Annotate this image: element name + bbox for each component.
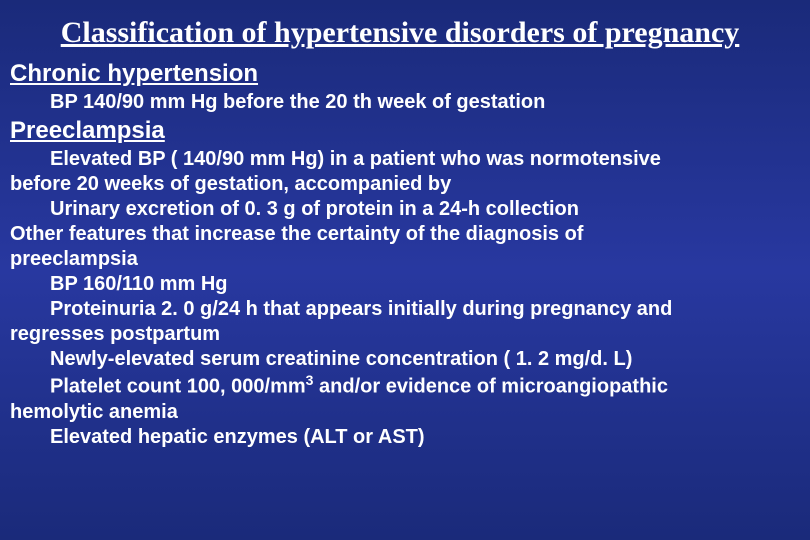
section-heading-chronic: Chronic hypertension xyxy=(10,60,790,88)
chronic-line1: BP 140/90 mm Hg before the 20 th week of… xyxy=(10,90,790,115)
pre-l10a: Platelet count 100, 000/mm xyxy=(50,376,306,398)
pre-l9: Newly-elevated serum creatinine concentr… xyxy=(10,347,790,372)
pre-l12: Elevated hepatic enzymes (ALT or AST) xyxy=(10,425,790,450)
pre-l8: regresses postpartum xyxy=(10,322,790,347)
slide-title: Classification of hypertensive disorders… xyxy=(10,16,790,50)
pre-l4: Other features that increase the certain… xyxy=(10,222,790,247)
section-heading-preeclampsia: Preeclampsia xyxy=(10,117,790,145)
pre-l2: before 20 weeks of gestation, accompanie… xyxy=(10,172,790,197)
pre-l1: Elevated BP ( 140/90 mm Hg) in a patient… xyxy=(10,147,790,172)
pre-l5: preeclampsia xyxy=(10,247,790,272)
pre-l11: hemolytic anemia xyxy=(10,400,790,425)
pre-l6: BP 160/110 mm Hg xyxy=(10,272,790,297)
pre-l3: Urinary excretion of 0. 3 g of protein i… xyxy=(10,197,790,222)
pre-l10b: and/or evidence of microangiopathic xyxy=(313,376,668,398)
pre-l7: Proteinuria 2. 0 g/24 h that appears ini… xyxy=(10,297,790,322)
pre-l10: Platelet count 100, 000/mm3 and/or evide… xyxy=(10,372,790,400)
